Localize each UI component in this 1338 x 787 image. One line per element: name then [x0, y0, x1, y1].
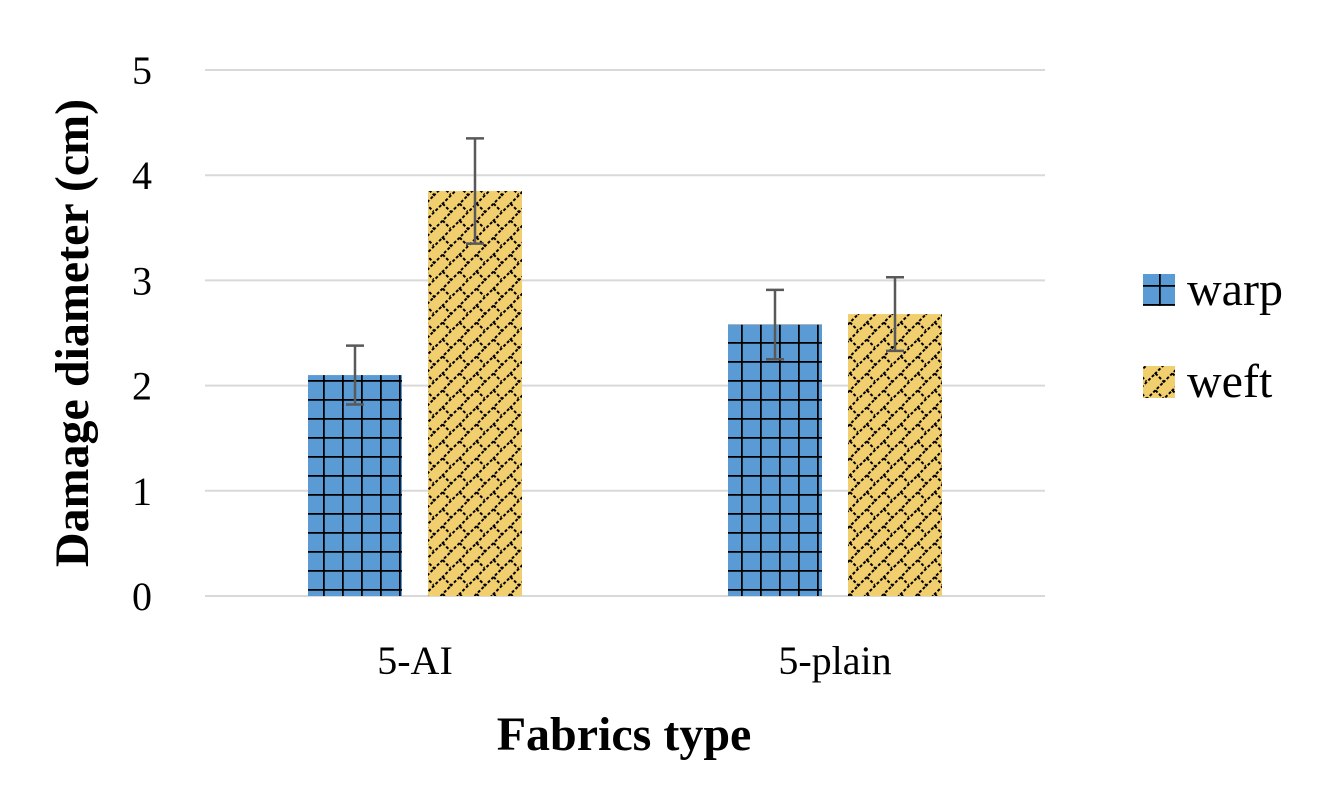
bar-warp-5-plain: [728, 324, 822, 596]
x-axis-title: Fabrics type: [497, 708, 752, 761]
y-tick-label: 4: [132, 153, 152, 198]
bar-warp-5-AI: [308, 375, 402, 596]
y-axis-title: Damage diameter (cm): [46, 99, 99, 567]
x-category-label: 5-AI: [377, 638, 453, 683]
legend-label-warp: warp: [1187, 263, 1283, 316]
error-bar-warp-5-plain: [766, 288, 784, 361]
y-tick-label: 2: [132, 364, 152, 409]
x-category-label: 5-plain: [778, 638, 891, 683]
legend-swatch-weft: [1143, 366, 1175, 398]
x-axis-categories: 5-AI 5-plain: [377, 638, 891, 683]
y-tick-label: 0: [132, 574, 152, 619]
y-tick-label: 5: [132, 48, 152, 93]
error-bars: [346, 137, 904, 406]
y-tick-label: 1: [132, 469, 152, 514]
error-bar-warp-5-AI: [346, 344, 364, 406]
error-bar-weft-5-AI: [466, 137, 484, 245]
y-axis-ticks: 0 1 2 3 4 5: [132, 48, 152, 619]
bars: [308, 190, 942, 597]
bar-weft-5-AI: [428, 190, 522, 597]
legend-swatch-warp: [1143, 274, 1175, 306]
error-bar-weft-5-plain: [886, 275, 904, 353]
legend: warp weft: [1143, 263, 1283, 408]
y-tick-label: 3: [132, 258, 152, 303]
legend-label-weft: weft: [1187, 355, 1273, 408]
bar-weft-5-plain: [848, 314, 942, 596]
